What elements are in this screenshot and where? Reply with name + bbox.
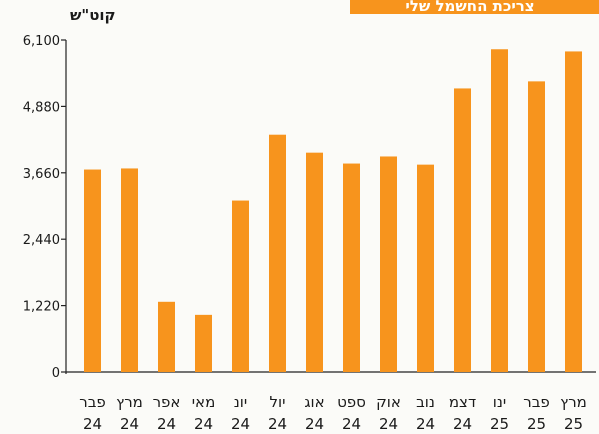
- x-tick-label-year: 24: [157, 415, 176, 433]
- bar: [528, 81, 545, 372]
- x-tick-label-year: 25: [490, 415, 509, 433]
- chart-title: צריכת החשמל שלי: [405, 0, 534, 15]
- x-tick-label-year: 25: [564, 415, 583, 433]
- bar: [306, 152, 323, 372]
- bar: [195, 314, 212, 372]
- x-tick-label-month: פבר: [79, 393, 106, 411]
- bar: [454, 88, 471, 373]
- x-tick-label-year: 24: [453, 415, 472, 433]
- x-tick-label-month: יונ: [234, 393, 247, 411]
- bar: [158, 301, 175, 372]
- x-tick-label-month: נוב: [416, 393, 435, 411]
- bar: [232, 200, 249, 372]
- x-tick-label-year: 24: [194, 415, 213, 433]
- bars-group: [84, 49, 582, 373]
- title-banner: [350, 0, 599, 14]
- x-tick-label-month: דצמ: [449, 393, 476, 411]
- x-tick-label-month: יול: [270, 393, 286, 411]
- x-tick-label-month: אוג: [304, 393, 324, 411]
- y-tick-label: 6,100: [23, 34, 60, 49]
- x-tick-label-year: 24: [342, 415, 361, 433]
- y-axis-ticks: 0 1,220 2,440 3,660 4,880 6,100: [23, 34, 66, 381]
- x-axis-labels: פבר 24 מרץ 24 אפר 24 מאי 24 יונ 24 יול 24 אוג 24 ספט 24…: [79, 393, 587, 433]
- x-tick-label-month: ינו: [493, 393, 506, 411]
- x-tick-label-year: 24: [379, 415, 398, 433]
- bar: [269, 134, 286, 372]
- bar: [491, 49, 508, 372]
- x-tick-label-year: 24: [120, 415, 139, 433]
- x-tick-label-year: 24: [231, 415, 250, 433]
- x-tick-label-year: 25: [527, 415, 546, 433]
- bar: [380, 156, 397, 372]
- x-tick-label-month: ספט: [337, 393, 366, 411]
- x-tick-label-month: אפר: [153, 393, 181, 411]
- bar: [343, 163, 360, 372]
- y-tick-label: 0: [52, 366, 60, 381]
- x-tick-label-year: 24: [305, 415, 324, 433]
- bar: [84, 169, 101, 372]
- x-tick-label-year: 24: [83, 415, 102, 433]
- x-tick-label-month: מרץ: [560, 393, 587, 411]
- x-tick-label-month: פבר: [523, 393, 550, 411]
- bar: [565, 51, 582, 373]
- y-tick-label: 2,440: [23, 233, 60, 248]
- x-tick-label-month: מרץ: [116, 393, 143, 411]
- x-tick-label-month: אוק: [376, 393, 401, 411]
- x-tick-label-year: 24: [416, 415, 435, 433]
- x-tick-label-month: מאי: [192, 393, 216, 411]
- y-axis-unit-label: קוט"ש: [70, 6, 116, 24]
- y-tick-label: 3,660: [23, 167, 60, 182]
- x-tick-label-year: 24: [268, 415, 287, 433]
- bar: [121, 168, 138, 372]
- y-tick-label: 1,220: [23, 300, 60, 315]
- y-tick-label: 4,880: [23, 100, 60, 115]
- bar: [417, 164, 434, 372]
